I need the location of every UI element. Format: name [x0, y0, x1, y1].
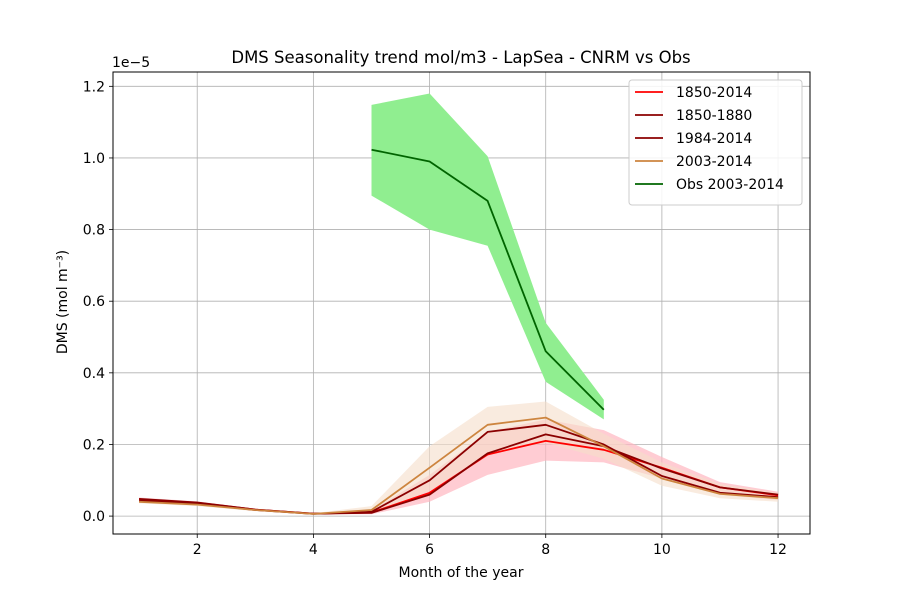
legend-label: 1850-1880 — [676, 108, 752, 124]
series-line-2003-2014 — [139, 416, 779, 515]
x-tick-label: 10 — [653, 542, 671, 558]
series-line-obs-2003-2014 — [371, 148, 605, 411]
plot-frame — [112, 71, 811, 535]
legend-box — [628, 79, 803, 206]
line-layer — [139, 148, 779, 515]
x-tick-label: 8 — [541, 542, 550, 558]
y-offset-label: 1e−5 — [112, 55, 150, 71]
x-tick-label: 12 — [769, 542, 787, 558]
y-tick-label: 0.2 — [83, 437, 105, 453]
legend: 1850-2014 1850-1880 1984-2014 2003-2014 Obs … — [628, 79, 803, 206]
band-layer — [139, 93, 779, 515]
band-obs-2003-2014 — [371, 93, 604, 420]
legend-label: 1850-2014 — [676, 85, 752, 101]
y-axis-label: DMS (mol m⁻³) — [55, 250, 71, 354]
x-tick-label: 4 — [309, 542, 318, 558]
x-axis-label: Month of the year — [399, 565, 524, 581]
legend-label: 2003-2014 — [676, 154, 752, 170]
band-2003-2014 — [139, 401, 779, 515]
tick-layer: 2 4 6 8 10 12 0.0 0.2 0.4 0.6 0.8 1.0 1.2 — [83, 79, 787, 558]
chart-title: DMS Seasonality trend mol/m3 - LapSea - … — [231, 48, 690, 67]
legend-label: 1984-2014 — [676, 131, 752, 147]
y-tick-label: 0.0 — [83, 509, 105, 525]
legend-label: Obs 2003-2014 — [676, 177, 784, 193]
y-tick-label: 0.4 — [83, 366, 105, 382]
y-tick-label: 0.8 — [83, 223, 105, 239]
x-tick-label: 6 — [425, 542, 434, 558]
y-tick-label: 1.0 — [83, 151, 105, 167]
x-tick-label: 2 — [193, 542, 202, 558]
y-tick-label: 0.6 — [83, 294, 105, 310]
y-tick-label: 1.2 — [83, 79, 105, 95]
